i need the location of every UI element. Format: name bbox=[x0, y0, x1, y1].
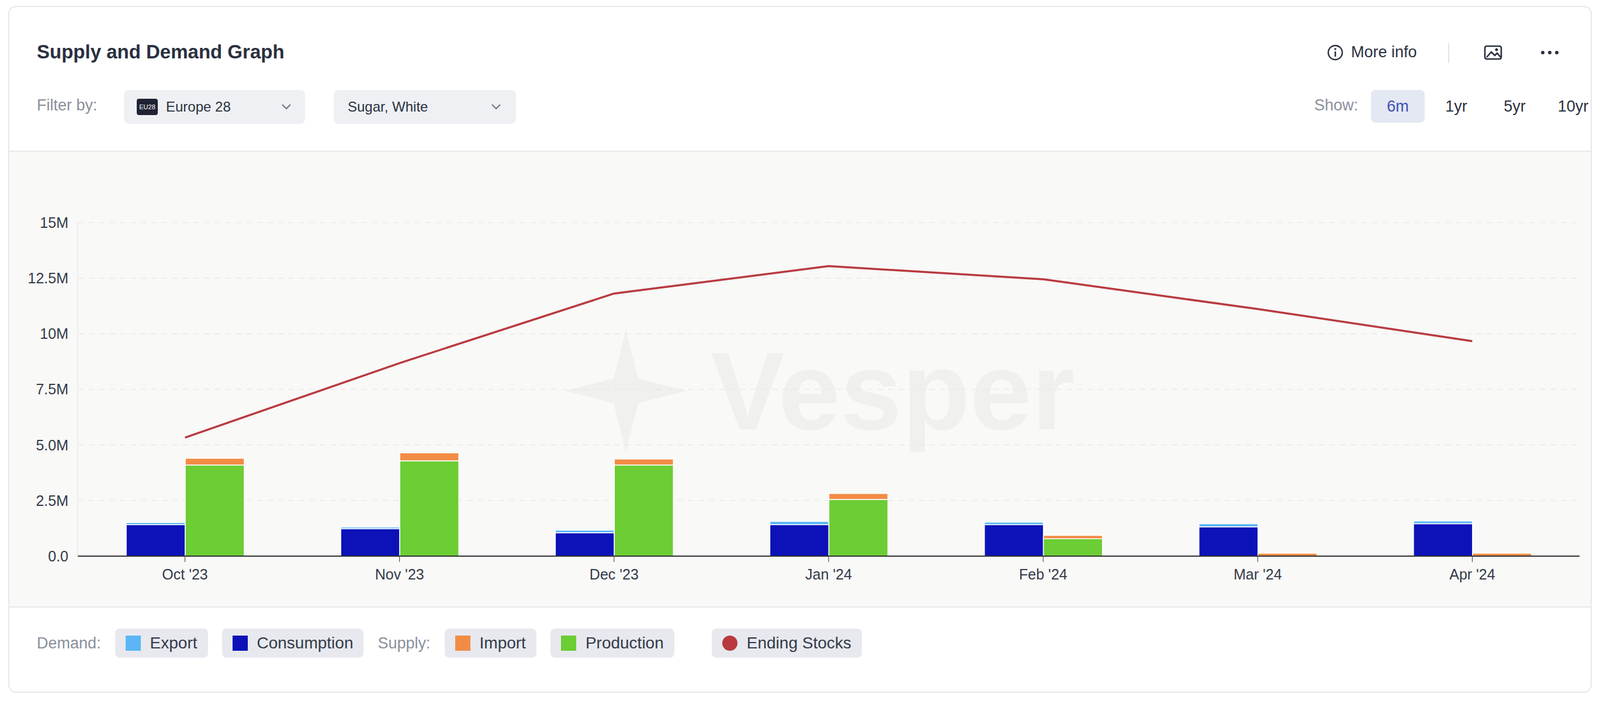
svg-text:15M: 15M bbox=[39, 214, 69, 231]
html-text:Europe 28: Europe 28 bbox=[165, 98, 231, 115]
html-text:6m: 6m bbox=[1386, 97, 1409, 115]
svg-text:Jan '24: Jan '24 bbox=[805, 566, 853, 583]
svg-text:Feb '24: Feb '24 bbox=[1019, 566, 1068, 583]
html-text:Supply and Demand Graph: Supply and Demand Graph bbox=[36, 40, 285, 63]
svg-text:2.5M: 2.5M bbox=[35, 492, 69, 509]
svg-text:Mar '24: Mar '24 bbox=[1233, 566, 1283, 583]
svg-text:0.0: 0.0 bbox=[47, 548, 69, 565]
html-text:Production: Production bbox=[585, 634, 664, 653]
svg-text:Dec '23: Dec '23 bbox=[589, 566, 639, 583]
svg-text:5.0M: 5.0M bbox=[35, 437, 69, 454]
html-text:Show:: Show: bbox=[1314, 96, 1359, 114]
svg-text:12.5M: 12.5M bbox=[28, 269, 69, 287]
html-text:Export: Export bbox=[149, 634, 198, 653]
html-text:Demand:: Demand: bbox=[36, 634, 101, 652]
html-text:Supply:: Supply: bbox=[377, 634, 431, 652]
html-text:1yr: 1yr bbox=[1445, 97, 1468, 115]
svg-text:10M: 10M bbox=[39, 325, 69, 342]
svg-text:Oct '23: Oct '23 bbox=[161, 566, 208, 583]
html-text:10yr: 10yr bbox=[1557, 97, 1589, 115]
html-text:Consumption: Consumption bbox=[256, 634, 354, 653]
svg-text:Nov '23: Nov '23 bbox=[375, 566, 425, 583]
html-text:5yr: 5yr bbox=[1503, 97, 1526, 115]
html-text:Vesper: Vesper bbox=[710, 328, 1075, 453]
html-text:Filter by:: Filter by: bbox=[36, 96, 98, 114]
svg-text:7.5M: 7.5M bbox=[35, 381, 69, 398]
html-text:EU28: EU28 bbox=[139, 103, 156, 111]
html-text:Ending Stocks: Ending Stocks bbox=[746, 634, 852, 653]
svg-text:Apr '24: Apr '24 bbox=[1449, 566, 1496, 583]
html-text:Import: Import bbox=[479, 634, 526, 653]
html-text:More info: More info bbox=[1351, 43, 1417, 61]
html-text:Sugar, White: Sugar, White bbox=[347, 98, 428, 115]
